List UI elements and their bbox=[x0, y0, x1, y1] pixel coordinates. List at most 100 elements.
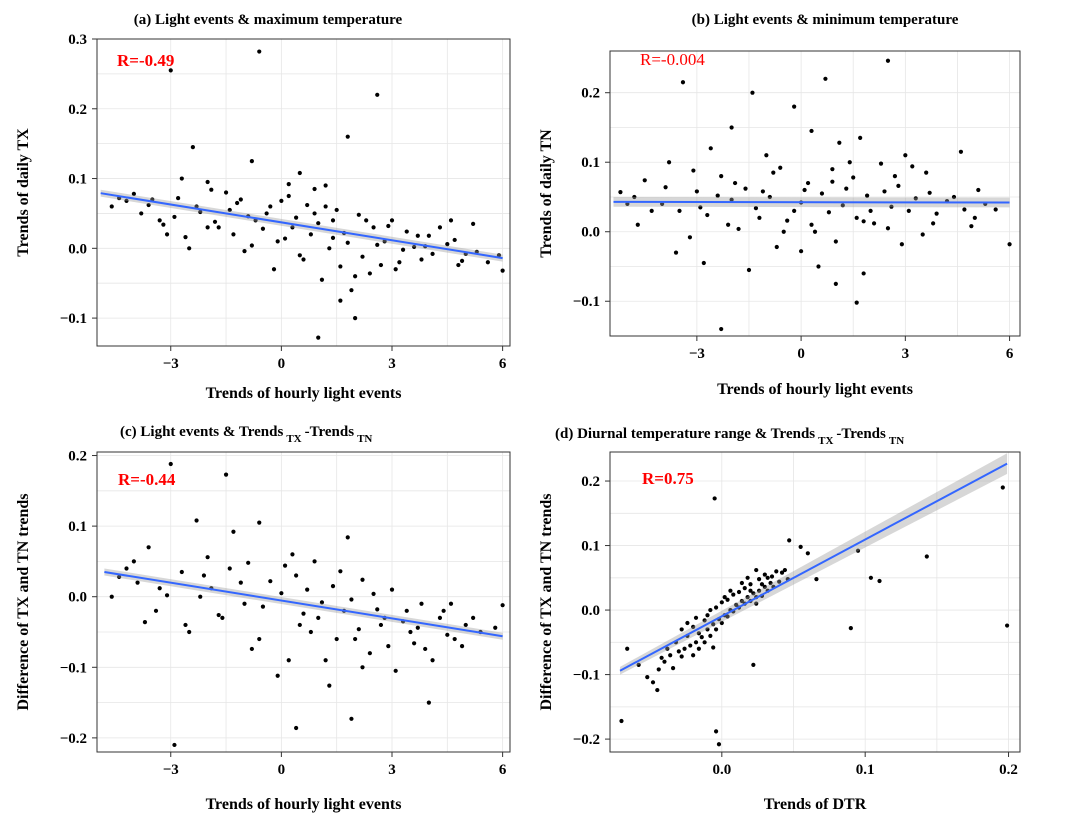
data-point bbox=[645, 675, 650, 680]
data-point bbox=[693, 615, 699, 620]
data-point bbox=[693, 640, 699, 645]
y-axis-label: Difference of TX and TN trends bbox=[538, 493, 555, 710]
data-point bbox=[117, 574, 122, 580]
panel-title: (a) Light events & maximum temperature bbox=[134, 12, 403, 28]
data-point bbox=[892, 174, 898, 179]
data-point bbox=[754, 601, 759, 606]
data-point bbox=[774, 569, 779, 574]
data-point bbox=[708, 607, 713, 613]
data-point bbox=[448, 218, 454, 223]
data-point bbox=[131, 559, 136, 564]
data-point bbox=[316, 335, 321, 340]
data-point bbox=[732, 180, 738, 186]
data-point bbox=[271, 267, 277, 272]
data-point bbox=[830, 167, 835, 172]
data-point bbox=[157, 586, 162, 591]
data-point bbox=[844, 186, 849, 191]
data-point bbox=[452, 237, 457, 243]
data-point bbox=[711, 622, 716, 627]
data-point bbox=[625, 201, 630, 207]
y-axis-label: Difference of TX and TN trends bbox=[15, 493, 32, 710]
data-point bbox=[656, 667, 661, 672]
data-point bbox=[705, 613, 710, 618]
data-point bbox=[257, 49, 262, 54]
data-point bbox=[742, 586, 747, 591]
data-point bbox=[655, 687, 660, 693]
y-tick-label: 0.0 bbox=[68, 241, 87, 257]
data-point bbox=[400, 247, 406, 252]
data-point bbox=[500, 603, 505, 608]
y-axis-label: Trends of daily TX bbox=[15, 128, 32, 257]
y-tick-label: 0.1 bbox=[581, 155, 600, 171]
panel-title-main: (d) Diurnal temperature range & Trends bbox=[555, 426, 815, 442]
data-point bbox=[625, 646, 630, 651]
data-point bbox=[393, 668, 398, 673]
data-point bbox=[209, 187, 214, 192]
data-point bbox=[286, 193, 291, 199]
data-point bbox=[172, 214, 177, 220]
data-point bbox=[680, 80, 686, 85]
data-point bbox=[124, 198, 129, 203]
data-point bbox=[349, 288, 354, 293]
data-point bbox=[168, 461, 173, 467]
data-point bbox=[430, 658, 435, 663]
data-point bbox=[903, 153, 908, 158]
data-point bbox=[334, 207, 339, 213]
x-tick-label: 0 bbox=[278, 762, 286, 778]
data-point bbox=[823, 76, 828, 81]
data-point bbox=[805, 180, 811, 186]
data-point bbox=[294, 573, 299, 578]
y-tick-label: −0.1 bbox=[60, 311, 87, 327]
plot-background bbox=[97, 452, 510, 752]
fit-line bbox=[104, 571, 503, 638]
data-point bbox=[279, 591, 284, 596]
data-point bbox=[719, 326, 724, 332]
data-point bbox=[330, 218, 336, 223]
data-point bbox=[851, 175, 856, 180]
data-point bbox=[485, 260, 490, 265]
x-tick-label: 6 bbox=[499, 762, 507, 778]
data-point bbox=[216, 225, 221, 230]
data-point bbox=[688, 643, 693, 648]
data-point bbox=[183, 235, 188, 240]
data-point bbox=[349, 597, 354, 602]
fit-line bbox=[619, 462, 1008, 672]
data-point bbox=[426, 233, 431, 238]
panel-title-subscript: TX bbox=[818, 435, 833, 447]
x-tick-label: 0.2 bbox=[999, 762, 1018, 778]
data-point bbox=[636, 662, 641, 668]
data-point bbox=[459, 644, 465, 649]
data-point bbox=[792, 208, 797, 213]
data-point bbox=[736, 589, 742, 595]
data-point bbox=[463, 622, 468, 628]
data-point bbox=[109, 204, 114, 209]
data-point bbox=[673, 250, 679, 255]
data-point bbox=[725, 614, 730, 619]
data-point bbox=[699, 635, 704, 640]
data-point bbox=[312, 211, 317, 216]
data-point bbox=[268, 204, 273, 209]
data-point bbox=[814, 576, 819, 582]
data-point bbox=[190, 145, 195, 150]
plot-background bbox=[610, 452, 1020, 752]
data-point bbox=[765, 575, 770, 580]
data-point bbox=[702, 618, 707, 623]
data-point bbox=[848, 626, 853, 631]
data-point bbox=[736, 226, 741, 232]
panel-title-subscript: TN bbox=[889, 435, 904, 447]
data-point bbox=[316, 221, 321, 226]
data-point bbox=[146, 202, 151, 208]
data-point bbox=[282, 236, 288, 241]
data-point bbox=[713, 627, 719, 632]
data-point bbox=[157, 218, 162, 223]
data-point bbox=[719, 620, 724, 626]
data-point bbox=[360, 254, 365, 259]
data-point bbox=[708, 146, 713, 151]
x-axis-label: Trends of hourly light events bbox=[206, 796, 402, 813]
data-point bbox=[353, 315, 358, 321]
data-point bbox=[725, 597, 730, 602]
data-point bbox=[445, 632, 450, 637]
panel-border bbox=[96, 451, 511, 753]
y-tick-label: 0.2 bbox=[581, 474, 600, 490]
